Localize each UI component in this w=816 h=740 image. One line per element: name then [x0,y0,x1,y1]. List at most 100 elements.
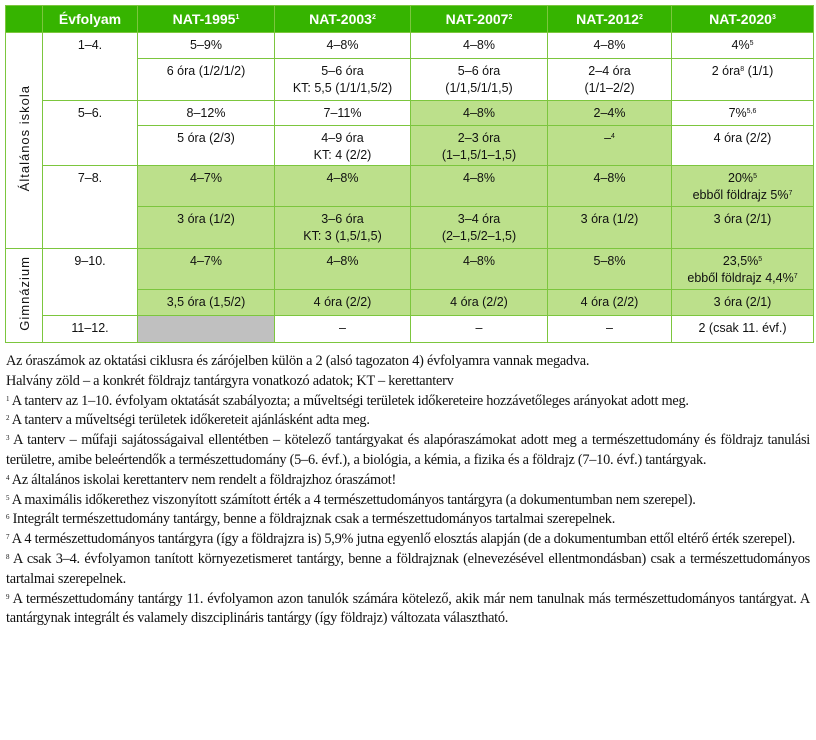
data-cell: 4 óra (2/2) [410,289,548,316]
cell-text: 4% [731,38,750,52]
cell-text: KT: 5,5 (1/1/1,5/2) [292,81,393,95]
header-label: Évfolyam [58,10,122,27]
data-cell: 3,5 óra (1,5/2) [137,289,275,316]
cell-text: 5–9% [190,38,222,52]
footnote-text: Halvány zöld – a konkrét földrajz tantár… [6,372,454,389]
column-header [5,5,43,33]
school-type-cell: Általános iskola [5,32,43,249]
cell-text: 3 óra (1/2) [580,212,639,226]
footnote-text: A természettudomány tantárgy 11. évfolya… [6,590,810,627]
data-cell: 2–3 óra (1–1,5/1–1,5) [410,125,548,166]
cell-text: 4–8% [593,38,626,52]
footnote: 3 A tanterv – műfaji sajátosságaival ell… [6,431,810,471]
footnote-ref: 5 [753,173,757,180]
footnote-number: 9 [6,592,10,601]
grade-cell: 5–6. [42,100,138,166]
data-cell: 4 óra (2/2) [671,125,814,166]
cell-text: (1/1,5/1/1,5) [445,81,513,95]
cell-text: 4–7% [190,171,222,185]
footnote-ref: 5 [758,256,763,263]
footnote: 5 A maximális időkerethez viszonyított s… [6,491,810,511]
cell-line: 4 óra (2/2) [411,294,547,311]
cell-text: – [475,321,483,335]
column-header: NAT-20072 [410,5,548,33]
footnote-text: A csak 3–4. évfolyamon tanított környeze… [6,550,810,587]
cell-text: (2–1,5/2–1,5) [441,229,517,243]
cell-text: (1–1,5/1–1,5) [441,148,517,162]
cell-text: 3,5 óra (1,5/2) [166,295,246,309]
cell-line: –4 [548,130,671,147]
cell-line: (2–1,5/2–1,5) [411,228,547,245]
cell-line: KT: 5,5 (1/1/1,5/2) [275,80,410,97]
school-type-label: Általános iskola [16,84,32,192]
header-row: Évfolyam NAT-19951 NAT-20032 NAT-20072 NAT-2… [5,5,814,33]
cell-text: 4–8% [593,171,626,185]
cell-text: 4–8% [463,38,495,52]
cell-text: 5–6 óra [321,64,364,78]
cell-text: 4–8% [326,38,359,52]
cell-line: 2–4 óra [548,63,671,80]
grade-cell: 9–10. [42,248,138,316]
data-cell: 20%5 ebből földrajz 5%7 [671,165,814,207]
cell-line: 3 óra (1/2) [548,211,671,228]
data-cell: 3–4 óra (2–1,5/2–1,5) [410,206,548,249]
data-cell: – [274,315,411,343]
header-label: NAT-2020 [709,10,772,27]
cell-text: 2 (csak 11. évf.) [698,321,787,335]
cell-line: 3–6 óra [275,211,410,228]
cell-line: KT: 3 (1,5/1,5) [275,228,410,245]
cell-line: 5–8% [548,253,671,270]
curriculum-table: Évfolyam NAT-19951 NAT-20032 NAT-20072 NAT-2… [5,5,814,343]
cell-line: (1/1–2/2) [548,80,671,97]
cell-line: 4–8% [411,105,547,122]
cell-line: 7%5,6 [672,105,813,122]
footnote: 1 A tanterv az 1–10. évfolyam oktatását … [6,392,810,412]
cell-text: 4–8% [463,254,495,268]
data-cell: 3 óra (1/2) [547,206,672,249]
data-cell: 2 (csak 11. évf.) [671,315,814,343]
cell-line: 20%5 [672,170,813,187]
data-cell: 3 óra (1/2) [137,206,275,249]
cell-line: 8–12% [138,105,274,122]
table-row: 7–8. 4–7% 4–8% 4–8% 4–8% 20%5 ebből földrajz 5… [6,165,814,249]
footnote-number: 5 [6,493,10,502]
cell-text: 4–7% [190,254,222,268]
cell-line: (1/1,5/1/1,5) [411,80,547,97]
footnote-text: Az óraszámok az oktatási ciklusra és zár… [6,353,590,369]
cell-line: 4–8% [548,37,671,54]
cell-text: 4–8% [326,171,359,185]
cell-line: 4 óra (2/2) [548,294,671,311]
cell-line: 5–6 óra [411,63,547,80]
data-cell: 5 óra (2/3) [137,125,275,166]
grade-cell: 11–12. [42,315,138,343]
cell-line: KT: 4 (2/2) [275,147,410,164]
cell-line: 4–8% [411,253,547,270]
cell-text: 4–9 óra [321,131,364,145]
cell-line: 4–8% [411,170,547,187]
data-cell: 2–4% [547,100,672,126]
footnote-ref: 5,6 [746,108,757,115]
footnote-ref: 4 [611,133,615,140]
column-header: NAT-20032 [274,5,411,33]
cell-line: – [548,320,671,337]
cell-line: 4 óra (2/2) [672,130,813,147]
cell-text: 4 óra (2/2) [713,131,772,145]
footnote-number: 2 [6,414,10,423]
footnote: 7 A 4 természettudományos tantárgyra (íg… [6,530,810,550]
data-cell: 4–8% [410,165,548,207]
cell-line: ebből földrajz 5%7 [672,187,813,204]
cell-line: 3 óra (2/1) [672,211,813,228]
cell-line: 4–8% [411,37,547,54]
footnote-text: A tanterv – műfaji sajátosságaival ellen… [6,432,810,468]
data-cell: 4–8% [410,32,548,59]
cell-text: 3 óra (2/1) [713,295,772,309]
cell-text: 5–6 óra [457,64,501,78]
cell-line: 3 óra (2/1) [672,294,813,311]
cell-line: 2–3 óra [411,130,547,147]
table-row: Általános iskola 1–4. 5–9% 4–8% 4–8% 4–8% 4%5 [5,32,814,249]
footnote-number: 8 [6,552,10,561]
data-cell: 4–7% [137,248,275,290]
cell-text: – [339,321,346,335]
footnote: 2 A tanterv a műveltségi területek időke… [6,411,810,431]
cell-text: 2–3 óra [457,131,501,145]
